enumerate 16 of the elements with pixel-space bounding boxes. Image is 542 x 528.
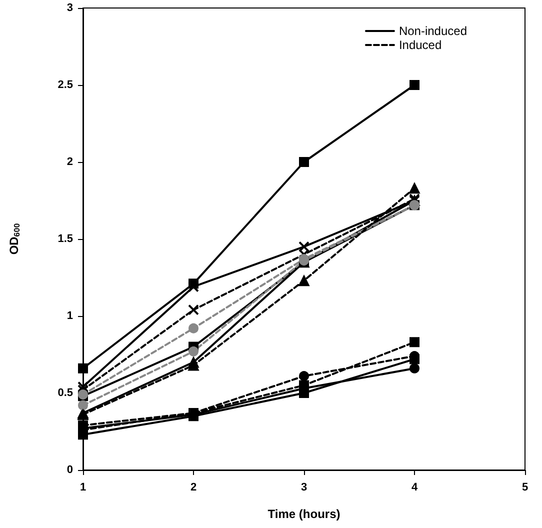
y-tick-label: 2 xyxy=(66,156,73,168)
x-tick-label: 4 xyxy=(411,482,418,494)
x-tick-label: 3 xyxy=(300,482,308,494)
y-tick-label: 3 xyxy=(66,2,73,14)
legend-label: Induced xyxy=(398,38,442,52)
x-tick-label: 2 xyxy=(190,482,197,494)
y-tick-label: 1 xyxy=(66,310,73,322)
y-axis-title: OD600 xyxy=(7,222,22,255)
y-tick-label: 2.5 xyxy=(58,79,73,91)
x-axis-title: Time (hours) xyxy=(268,507,340,521)
legend-label: Non-induced xyxy=(398,24,467,38)
y-tick-label: 1.5 xyxy=(58,233,73,245)
x-tick-label: 5 xyxy=(522,482,528,494)
y-tick-label: 0 xyxy=(66,464,73,476)
y-tick-label: 0.5 xyxy=(58,387,73,399)
x-tick-label: 1 xyxy=(80,482,86,494)
